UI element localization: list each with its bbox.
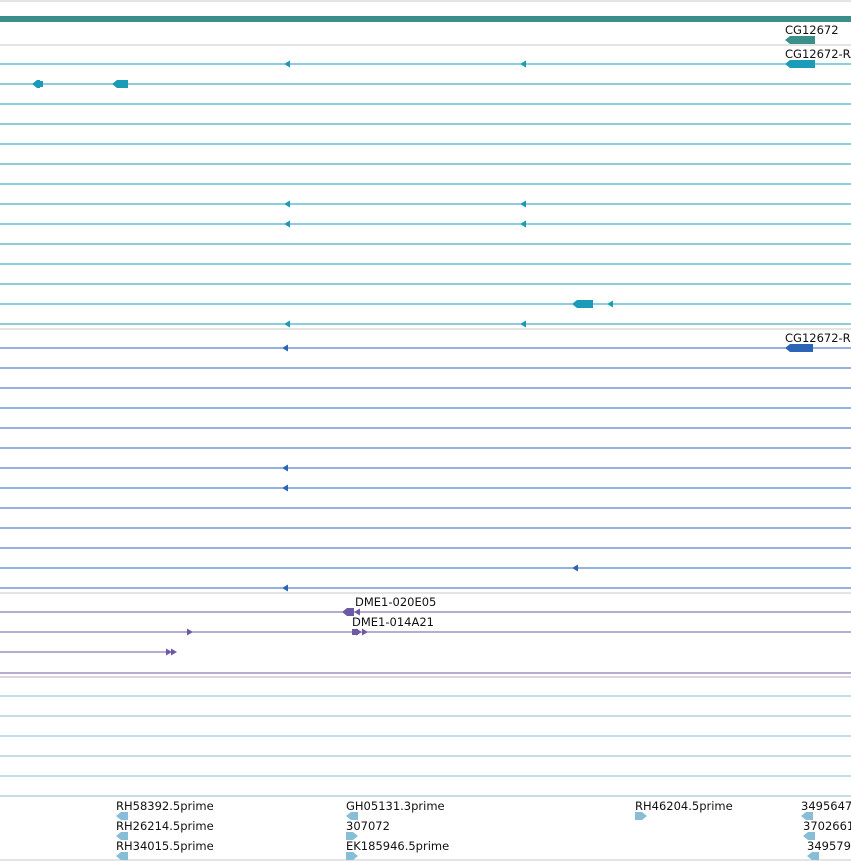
exon-block[interactable] [346,812,358,820]
clone-label-2[interactable]: DME1-014A21 [352,615,434,629]
est-label[interactable]: RH34015.5prime [116,839,214,853]
exon-block[interactable] [116,832,128,840]
est-label[interactable]: GH05131.3prime [346,799,445,813]
exon-arrow-left[interactable] [520,200,526,208]
gene-label[interactable]: CG12672 [785,23,839,37]
exon-arrow-right[interactable] [187,628,193,636]
exon-block[interactable] [572,300,593,308]
exon-arrow-left[interactable] [284,60,290,68]
exon-block[interactable] [112,80,128,88]
exon-arrow-right[interactable] [356,628,362,636]
exon-block[interactable] [116,852,128,860]
exon-arrow-left[interactable] [520,320,526,328]
est-label[interactable]: 3702661 [803,819,851,833]
exon-arrow-right[interactable] [171,648,177,656]
est-label[interactable]: 3495791 [807,839,851,853]
exon-block[interactable] [346,852,358,860]
exon-block[interactable] [801,812,813,820]
exon-arrow-left[interactable] [284,220,290,228]
transcript-group-b-label[interactable]: CG12672-RB [785,331,851,345]
exon-block[interactable] [785,60,815,68]
est-label[interactable]: RH26214.5prime [116,819,214,833]
exon-block[interactable] [342,608,354,616]
exon-block[interactable] [785,344,813,352]
exon-arrow-left[interactable] [282,464,288,472]
exon-arrow-left[interactable] [572,564,578,572]
exon-arrow-left[interactable] [284,320,290,328]
exon-block[interactable] [803,832,815,840]
exon-arrow-right[interactable] [166,648,172,656]
exon-block[interactable] [807,852,819,860]
feature-tracks [0,36,851,860]
transcript-group-a-label[interactable]: CG12672-RA [785,47,851,61]
exon-arrow-left[interactable] [282,584,288,592]
exon-block[interactable] [346,832,358,840]
exon-block[interactable] [116,812,128,820]
exon-block[interactable] [352,629,358,635]
exon-block[interactable] [32,80,40,88]
exon-arrow-left[interactable] [520,60,526,68]
est-label[interactable]: RH46204.5prime [635,799,733,813]
est-label[interactable]: RH58392.5prime [116,799,214,813]
exon-arrow-left[interactable] [282,344,288,352]
exon-arrow-left[interactable] [520,220,526,228]
exon-arrow-left[interactable] [354,608,360,616]
exon-arrow-right[interactable] [362,628,368,636]
exon-block[interactable] [635,812,647,820]
est-label[interactable]: 3495647 [801,799,851,813]
est-label[interactable]: 307072 [346,819,390,833]
gene-span-bar[interactable] [0,16,851,22]
clone-label-1[interactable]: DME1-020E05 [355,595,436,609]
exon-block[interactable] [785,36,815,44]
exon-arrow-left[interactable] [607,300,613,308]
est-label[interactable]: EK185946.5prime [346,839,449,853]
exon-arrow-left[interactable] [282,484,288,492]
exon-arrow-left[interactable] [284,200,290,208]
